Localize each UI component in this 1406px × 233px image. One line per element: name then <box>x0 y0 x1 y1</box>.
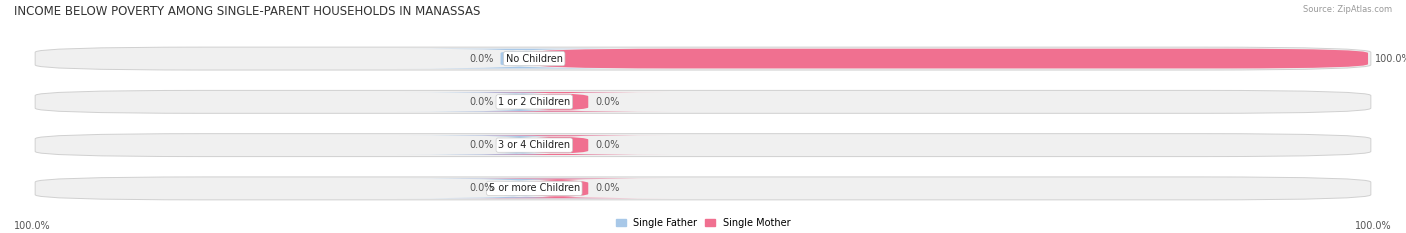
Text: 0.0%: 0.0% <box>470 97 494 107</box>
Text: 0.0%: 0.0% <box>470 54 494 64</box>
FancyBboxPatch shape <box>398 49 641 69</box>
Text: 5 or more Children: 5 or more Children <box>489 183 579 193</box>
Text: 0.0%: 0.0% <box>470 140 494 150</box>
FancyBboxPatch shape <box>447 178 671 198</box>
Text: 1 or 2 Children: 1 or 2 Children <box>498 97 571 107</box>
FancyBboxPatch shape <box>447 135 671 155</box>
Text: 0.0%: 0.0% <box>470 183 494 193</box>
Text: 100.0%: 100.0% <box>14 221 51 231</box>
Text: INCOME BELOW POVERTY AMONG SINGLE-PARENT HOUSEHOLDS IN MANASSAS: INCOME BELOW POVERTY AMONG SINGLE-PARENT… <box>14 5 481 18</box>
FancyBboxPatch shape <box>35 177 1371 200</box>
FancyBboxPatch shape <box>447 92 671 112</box>
Text: Source: ZipAtlas.com: Source: ZipAtlas.com <box>1303 5 1392 14</box>
FancyBboxPatch shape <box>398 92 641 112</box>
Text: 3 or 4 Children: 3 or 4 Children <box>498 140 571 150</box>
FancyBboxPatch shape <box>35 47 1371 70</box>
Text: 0.0%: 0.0% <box>595 140 620 150</box>
Text: 0.0%: 0.0% <box>595 183 620 193</box>
Text: 100.0%: 100.0% <box>1355 221 1392 231</box>
Text: 0.0%: 0.0% <box>595 97 620 107</box>
Text: 100.0%: 100.0% <box>1375 54 1406 64</box>
FancyBboxPatch shape <box>530 49 1368 69</box>
FancyBboxPatch shape <box>35 90 1371 113</box>
FancyBboxPatch shape <box>35 134 1371 157</box>
FancyBboxPatch shape <box>398 178 641 198</box>
Text: No Children: No Children <box>506 54 562 64</box>
FancyBboxPatch shape <box>398 135 641 155</box>
Legend: Single Father, Single Mother: Single Father, Single Mother <box>616 218 790 228</box>
